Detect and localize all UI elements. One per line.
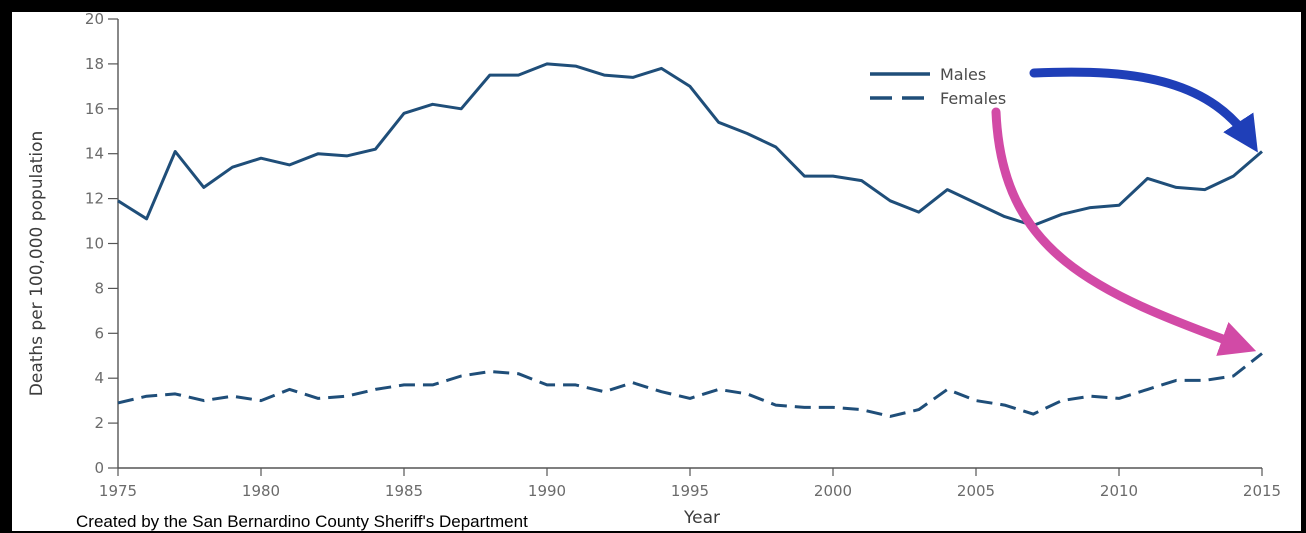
series-line-females: [117, 352, 1263, 418]
y-tick-label: 8: [94, 279, 104, 297]
x-tick-label: 1985: [385, 482, 423, 500]
legend-label-males: Males: [940, 65, 986, 84]
y-tick-label: 10: [85, 235, 104, 253]
y-tick-label: 6: [94, 324, 104, 342]
y-tick-label: 16: [85, 100, 104, 118]
y-tick-label: 2: [94, 414, 104, 432]
series-line-males: [117, 62, 1263, 227]
x-tick-label: 1975: [99, 482, 137, 500]
males-arrow: [1029, 67, 1258, 153]
females-arrow: [991, 107, 1257, 356]
series-lines: [117, 62, 1263, 418]
x-tick-label: 2015: [1243, 482, 1281, 500]
x-tick-label: 1980: [242, 482, 280, 500]
x-tick-label: 2005: [957, 482, 995, 500]
y-tick-label: 4: [94, 369, 104, 387]
x-tick-label: 1990: [528, 482, 566, 500]
x-tick-label: 2010: [1100, 482, 1138, 500]
y-axis-title: Deaths per 100,000 population: [27, 131, 47, 396]
x-axis-title: Year: [683, 508, 720, 528]
x-tick-label: 1995: [671, 482, 709, 500]
y-tick-label: 0: [94, 459, 104, 477]
annotation-arrows: [991, 67, 1258, 356]
y-tick-label: 18: [85, 55, 104, 73]
y-tick-label: 20: [85, 12, 104, 28]
legend: Males Females: [870, 65, 1006, 108]
chart-panel: 0 2 4 6 8 10 12 14 16 18 20 1975 1980 1985 1990 1995 200…: [12, 12, 1301, 531]
y-tick-label: 12: [85, 190, 104, 208]
legend-label-females: Females: [940, 89, 1006, 108]
suicide-rate-chart: 0 2 4 6 8 10 12 14 16 18 20 1975 1980 1985 1990 1995 200…: [27, 12, 1281, 528]
axes: 0 2 4 6 8 10 12 14 16 18 20 1975 1980 1985 1990 1995 200…: [27, 12, 1281, 528]
y-tick-label: 14: [85, 145, 104, 163]
credit-text: Created by the San Bernardino County She…: [76, 512, 528, 531]
x-tick-label: 2000: [814, 482, 852, 500]
